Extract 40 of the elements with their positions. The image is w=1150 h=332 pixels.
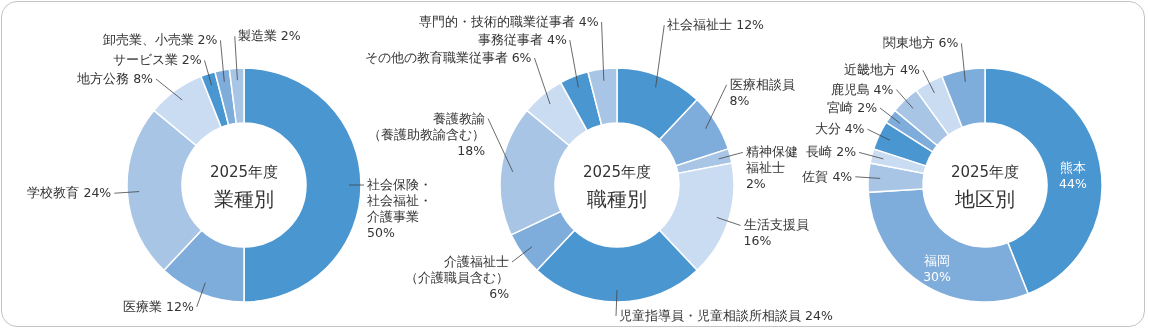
data-label: 6%	[489, 286, 510, 301]
data-label: 18%	[457, 142, 486, 158]
slice-label: 精神保健福祉士	[745, 144, 798, 176]
slice-label: 大分 4%	[814, 121, 865, 137]
text: 2025年度	[950, 163, 1020, 181]
slice-label: 医療業 12%	[123, 298, 194, 314]
slice-label: 鹿児島 4%	[830, 81, 894, 97]
slice-label: 長崎 2%	[806, 144, 857, 160]
slice-label: 生活支援員	[743, 217, 809, 233]
slice-label: 地方公務 8%	[76, 71, 154, 87]
slice-label: 関東地方 6%	[882, 35, 959, 51]
text: 2025年度	[209, 163, 279, 181]
slice-label: 事務従事者 4%	[477, 32, 567, 48]
text: 職種別	[587, 187, 647, 211]
data-label: 50%	[367, 225, 395, 240]
slice-label: 社会福祉士 12%	[667, 17, 765, 33]
slice-label: 佐賀 4%	[802, 168, 853, 184]
slice-label: 製造業 2%	[237, 28, 301, 44]
data-label: 30%	[923, 268, 952, 284]
data-label: 16%	[743, 233, 772, 249]
text: 業種別	[214, 187, 274, 211]
slice-label: 医療相談員	[729, 76, 795, 92]
slice-label: サービス業 2%	[112, 52, 202, 68]
slice-label: 学校教育 24%	[27, 185, 112, 201]
slice-label: 養護教諭（養護助教諭含む）	[368, 110, 486, 142]
text: 地区別	[954, 187, 1015, 211]
slice-label: 熊本	[1059, 160, 1086, 176]
slice-label: 社会保険・社会福祉・介護事業	[367, 177, 432, 224]
slice-label: 専門的・技術的職業従事者 4%	[418, 14, 599, 30]
slice-label: 児童指導員・児童相談所相談員 24%	[619, 308, 833, 323]
slice-label: その他の教育職業従事者 6%	[364, 50, 532, 66]
slice-label: 介護福祉士（介護職員含む）	[405, 254, 510, 285]
slice-label: 卸売業、小売業 2%	[102, 32, 218, 48]
data-label: 2%	[745, 176, 766, 192]
slice-label: 福岡	[924, 252, 951, 268]
text: 2025年度	[582, 163, 652, 181]
slice-label: 宮崎 2%	[827, 100, 878, 115]
data-label: 44%	[1059, 176, 1087, 192]
data-label: 8%	[729, 92, 750, 108]
slice-label: 近畿地方 4%	[844, 62, 920, 78]
